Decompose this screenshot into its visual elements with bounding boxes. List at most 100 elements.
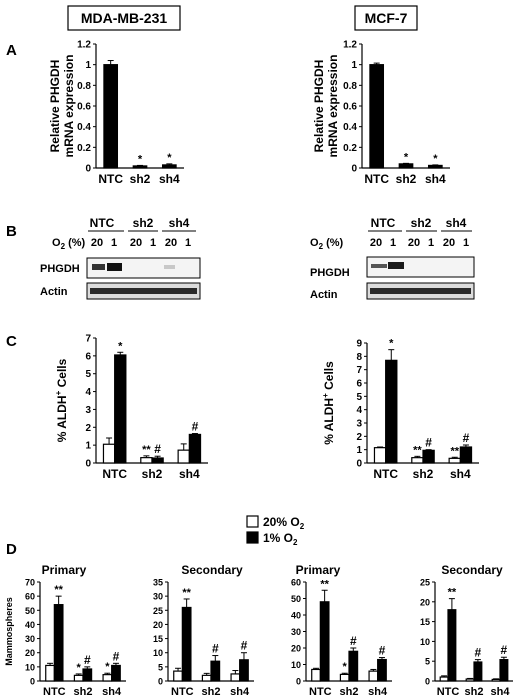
x-category-label: sh4 [425, 172, 446, 186]
bar [398, 163, 414, 169]
bar [230, 673, 241, 682]
y-axis-label: % ALDH+ Cells [321, 361, 336, 445]
bar [448, 457, 461, 464]
legend-swatch-hypoxia [246, 531, 259, 544]
panel-letter-a: A [6, 42, 17, 59]
x-category-label: NTC [98, 172, 123, 186]
x-category-label: sh2 [396, 172, 417, 186]
bar [311, 668, 321, 682]
band-label-phgdh: PHGDH [310, 267, 350, 279]
bar [177, 449, 190, 464]
panel-letter-b: B [6, 223, 17, 240]
x-category-label: NTC [364, 172, 389, 186]
significance-marker: ** [320, 578, 329, 590]
bar [102, 674, 113, 682]
y-tick-label: 0 [85, 459, 91, 470]
x-category-label: sh2 [74, 686, 93, 698]
y-axis-label: Mammospheres [4, 597, 14, 666]
y-tick-label: 50 [25, 606, 35, 616]
y-tick-label: 5 [158, 662, 163, 672]
significance-marker: # [113, 649, 120, 663]
lane-group-sh4: sh4 [169, 216, 190, 230]
significance-marker: # [154, 442, 161, 456]
band-label-actin: Actin [310, 289, 338, 301]
chart-a-left: 0 0.2 0.4 0.6 0.8 1 1.2 NTC sh2 * sh4 * Relative PHG… [48, 40, 184, 186]
x-category-label: NTC [43, 686, 66, 698]
y-tick-label: 20 [420, 597, 430, 607]
o2-level: 1 [111, 237, 117, 249]
y-tick-label: 2 [356, 432, 362, 443]
lane-group-sh4: sh4 [446, 216, 467, 230]
significance-marker: * [404, 151, 409, 163]
x-category-label: sh2 [340, 686, 359, 698]
o2-level: 20 [130, 237, 142, 249]
y-tick-label: 30 [25, 634, 35, 644]
bar [45, 664, 55, 682]
bar [473, 661, 483, 682]
bar [319, 601, 330, 682]
blot-band [388, 262, 404, 269]
y-tick-label: 10 [420, 637, 430, 647]
lane-group-sh2: sh2 [411, 216, 432, 230]
y-tick-label: 40 [25, 620, 35, 630]
bar [499, 659, 509, 682]
y-tick-label: 0 [296, 677, 301, 687]
blot-band [370, 288, 471, 294]
y-tick-label: 50 [291, 594, 301, 604]
y-tick-label: 10 [25, 662, 35, 672]
bar [339, 673, 350, 682]
y-tick-label: 2 [85, 423, 91, 434]
x-category-label: sh4 [491, 686, 511, 698]
significance-marker: # [463, 431, 470, 445]
band-label-phgdh: PHGDH [40, 263, 80, 275]
significance-marker: * [343, 661, 348, 673]
bar [82, 668, 93, 682]
x-category-label: sh4 [450, 467, 471, 481]
bar [447, 609, 457, 682]
o2-level: 20 [91, 237, 103, 249]
y-tick-label: 25 [420, 578, 430, 588]
y-tick-label: 35 [153, 578, 163, 588]
legend-swatch-normoxia [246, 515, 259, 528]
significance-marker: # [84, 653, 91, 667]
y-axis-label: Relative PHGDHmRNA expression [48, 55, 76, 158]
x-category-label: sh2 [142, 467, 163, 481]
x-category-label: NTC [373, 467, 398, 481]
bar [465, 678, 475, 682]
significance-marker: * [389, 338, 394, 350]
bar [173, 670, 183, 682]
y-tick-label: 4 [356, 405, 362, 416]
x-category-label: NTC [309, 686, 332, 698]
bar [373, 447, 387, 464]
y-tick-label: 40 [291, 611, 301, 621]
y-tick-label: 0.8 [343, 81, 357, 92]
significance-marker: # [425, 436, 432, 450]
bar [491, 678, 501, 682]
o2-level: 20 [370, 237, 382, 249]
y-tick-label: 0 [351, 164, 357, 175]
y-tick-label: 0.6 [77, 102, 91, 113]
lane-group-ntc: NTC [90, 216, 115, 230]
significance-marker: # [350, 634, 357, 648]
y-tick-label: 5 [425, 657, 430, 667]
significance-marker: ** [54, 584, 63, 596]
panel-letter-d: D [6, 541, 17, 558]
legend-label-normoxia: 20% O2 [263, 515, 305, 531]
legend: 20% O2 1% O2 [246, 515, 305, 547]
significance-marker: # [379, 644, 386, 658]
chart-title: Primary [42, 563, 87, 577]
cell-line-left: MDA-MB-231 [81, 10, 168, 26]
y-axis-label: Relative PHGDHmRNA expression [312, 55, 340, 158]
chart-d-3: 0 10 20 30 40 50 60 NTC ** sh2 * # sh4 # Primary [291, 563, 392, 698]
bar [368, 670, 379, 682]
y-tick-label: 0.2 [343, 143, 357, 154]
bar [348, 650, 359, 682]
significance-marker: # [192, 420, 199, 434]
cell-line-box-left [67, 5, 181, 31]
y-tick-label: 1 [85, 441, 91, 452]
chart-title: Secondary [441, 563, 503, 577]
x-category-label: sh4 [159, 172, 180, 186]
bar [439, 676, 449, 682]
